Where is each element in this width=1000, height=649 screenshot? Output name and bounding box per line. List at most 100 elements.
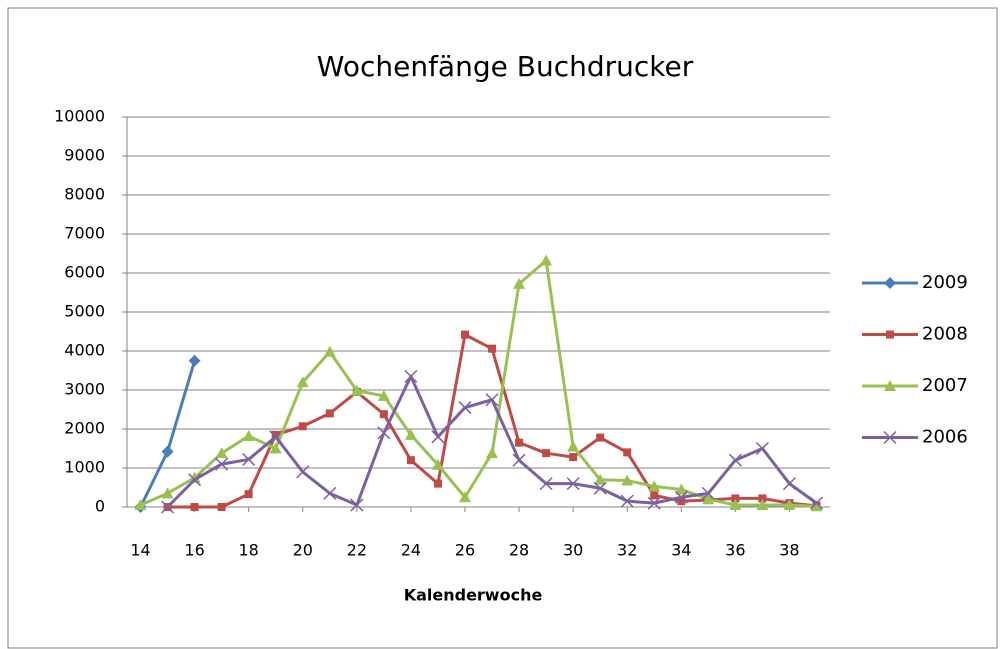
y-tick-label: 2000 — [64, 419, 105, 438]
x-tick-label: 36 — [725, 541, 745, 560]
x-tick-label: 30 — [563, 541, 583, 560]
x-tick-label: 34 — [671, 541, 691, 560]
marker — [350, 384, 363, 396]
marker — [648, 480, 661, 492]
marker — [810, 500, 823, 512]
marker — [377, 389, 390, 401]
y-tick-label: 10000 — [54, 107, 105, 126]
marker — [515, 438, 524, 447]
y-tick-label: 4000 — [64, 341, 105, 360]
chart-frame — [7, 7, 998, 649]
marker — [731, 494, 740, 503]
marker — [513, 277, 526, 289]
marker — [433, 479, 442, 488]
marker — [269, 430, 283, 444]
marker — [485, 393, 499, 407]
marker — [593, 481, 607, 495]
x-tick-label: 24 — [401, 541, 421, 560]
marker — [161, 445, 174, 458]
marker — [728, 453, 742, 467]
marker — [621, 474, 634, 486]
x-tick-label: 38 — [779, 541, 799, 560]
marker — [782, 477, 796, 491]
marker — [883, 430, 897, 445]
marker — [884, 380, 896, 391]
marker — [677, 497, 686, 506]
marker — [325, 409, 334, 418]
marker — [190, 503, 199, 511]
x-axis-label: Kalenderwoche — [404, 586, 543, 605]
marker — [323, 486, 337, 500]
marker — [884, 277, 896, 289]
marker — [596, 433, 605, 442]
marker — [701, 486, 715, 500]
marker — [783, 499, 796, 511]
y-tick-label: 7000 — [64, 224, 105, 243]
marker — [702, 493, 715, 505]
marker — [269, 442, 282, 454]
marker — [458, 401, 472, 415]
marker — [242, 452, 256, 466]
marker — [215, 447, 228, 459]
marker — [569, 453, 578, 462]
marker — [488, 344, 497, 353]
marker — [486, 447, 499, 459]
marker — [406, 456, 415, 465]
marker — [188, 471, 201, 483]
x-tick-label: 14 — [130, 541, 150, 560]
marker — [188, 473, 202, 487]
y-tick-label: 8000 — [64, 185, 105, 204]
marker — [404, 428, 417, 440]
marker — [296, 376, 309, 388]
y-tick-label: 3000 — [64, 380, 105, 399]
marker — [623, 448, 632, 457]
marker — [188, 354, 201, 367]
marker — [540, 254, 553, 266]
x-tick-label: 20 — [293, 541, 313, 560]
marker — [755, 441, 769, 456]
marker — [512, 453, 526, 467]
legend-label: 2006 — [922, 427, 968, 448]
x-tick-label: 32 — [617, 541, 637, 560]
marker — [675, 483, 688, 495]
marker — [886, 330, 894, 339]
marker — [542, 449, 551, 458]
marker — [323, 345, 336, 357]
marker — [296, 465, 310, 479]
marker — [431, 458, 444, 470]
legend-label: 2009 — [922, 272, 968, 293]
marker — [460, 330, 469, 339]
legend-label: 2007 — [922, 375, 968, 396]
marker — [756, 499, 769, 511]
marker — [161, 487, 174, 499]
y-tick-label: 1000 — [64, 458, 105, 477]
y-tick-label: 6000 — [64, 263, 105, 282]
marker — [458, 491, 471, 503]
marker — [350, 498, 364, 512]
y-tick-label: 0 — [95, 497, 105, 516]
marker — [650, 491, 659, 500]
chart-title: Wochenfänge Buchdrucker — [317, 50, 694, 83]
marker — [809, 496, 824, 510]
marker — [134, 499, 147, 511]
marker — [729, 499, 742, 511]
marker — [215, 457, 229, 471]
marker — [377, 426, 391, 440]
marker — [566, 477, 580, 491]
marker — [758, 494, 767, 503]
x-tick-label: 22 — [347, 541, 367, 560]
marker — [594, 473, 607, 485]
x-tick-label: 16 — [184, 541, 204, 560]
marker — [242, 430, 255, 442]
marker — [539, 477, 553, 491]
x-tick-label: 26 — [455, 541, 475, 560]
marker — [620, 494, 634, 508]
x-tick-label: 18 — [238, 541, 258, 560]
marker — [379, 410, 388, 419]
marker — [161, 500, 175, 514]
y-tick-label: 5000 — [64, 302, 105, 321]
marker — [217, 503, 226, 511]
legend-label: 2008 — [922, 324, 968, 345]
marker — [298, 422, 307, 431]
